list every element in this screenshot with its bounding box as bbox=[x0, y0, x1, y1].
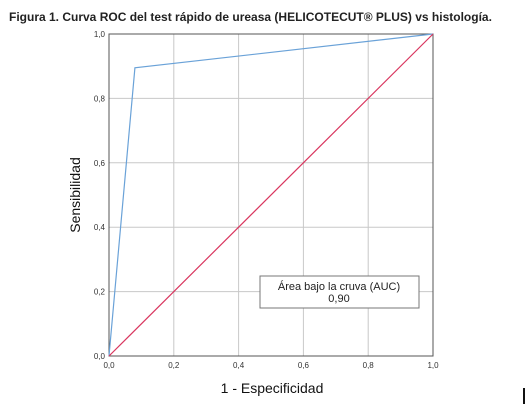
y-tick-label: 0,4 bbox=[94, 223, 106, 232]
x-tick-labels: 0,0 0,2 0,4 0,6 0,8 1,0 bbox=[103, 361, 439, 370]
x-tick-label: 0,0 bbox=[103, 361, 115, 370]
y-axis-label: Sensibilidad bbox=[67, 157, 83, 233]
reference-diagonal-line bbox=[108, 33, 434, 357]
plot-area-frame bbox=[108, 33, 434, 357]
x-tick-label: 1,0 bbox=[427, 361, 439, 370]
figure-title: Figura 1. Curva ROC del test rápido de u… bbox=[9, 10, 492, 24]
x-tick-label: 0,6 bbox=[298, 361, 310, 370]
x-tick-label: 0,4 bbox=[233, 361, 245, 370]
text-cursor bbox=[523, 388, 525, 404]
y-tick-label: 1,0 bbox=[94, 30, 106, 39]
auc-label: Área bajo la cruva (AUC) bbox=[278, 280, 400, 293]
auc-legend-box: Área bajo la cruva (AUC) 0,90 bbox=[259, 275, 420, 309]
y-tick-label: 0,8 bbox=[94, 94, 106, 103]
auc-value: 0,90 bbox=[328, 293, 349, 305]
x-tick-label: 0,2 bbox=[168, 361, 180, 370]
series-group bbox=[108, 33, 434, 357]
y-tick-labels: 0,0 0,2 0,4 0,6 0,8 1,0 bbox=[94, 30, 106, 361]
x-axis-label: 1 - Especificidad bbox=[221, 380, 324, 396]
x-tick-label: 0,8 bbox=[363, 361, 375, 370]
y-tick-label: 0,2 bbox=[94, 288, 106, 297]
y-tick-label: 0,6 bbox=[94, 159, 106, 168]
roc-curve-line bbox=[108, 33, 434, 357]
y-tick-label: 0,0 bbox=[94, 352, 106, 361]
